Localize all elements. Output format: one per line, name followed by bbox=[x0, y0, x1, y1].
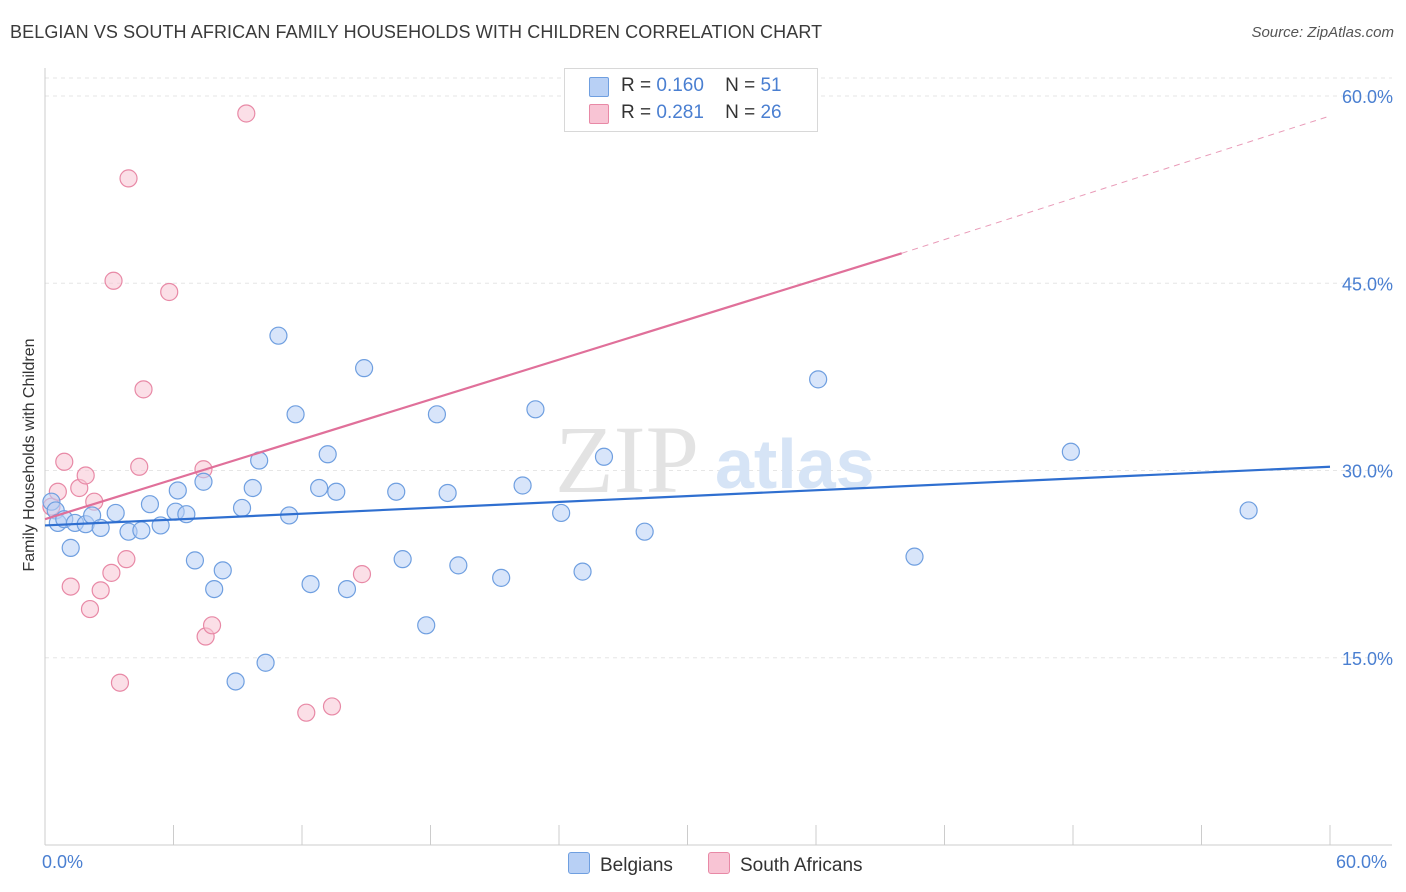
r-value: 0.281 bbox=[656, 102, 704, 123]
n-value: 26 bbox=[760, 102, 782, 123]
belgian-point bbox=[213, 561, 232, 580]
belgian-point bbox=[573, 562, 592, 581]
belgian-point bbox=[132, 521, 151, 540]
south-african-point bbox=[80, 599, 100, 619]
south-african-point bbox=[110, 673, 130, 692]
south-african-point bbox=[202, 616, 222, 635]
belgian-point bbox=[513, 476, 532, 495]
bottom-legend-south-africans: South Africans bbox=[708, 852, 863, 877]
y-axis-label: Family Households with Children bbox=[21, 339, 38, 572]
stats-legend: R = 0.160 N = 51 R = 0.281 N = 26 bbox=[564, 68, 818, 132]
belgian-point bbox=[449, 556, 468, 575]
axes bbox=[44, 68, 1392, 846]
bottom-swatch-south-africans bbox=[708, 852, 730, 874]
belgian-point bbox=[310, 478, 329, 498]
south-african-point bbox=[117, 550, 136, 569]
bottom-legend-label: South Africans bbox=[740, 855, 863, 876]
belgian-point bbox=[417, 616, 436, 635]
r-label: R = bbox=[621, 102, 652, 123]
belgian-point bbox=[256, 653, 275, 672]
belgian-point bbox=[168, 481, 187, 500]
belgian-point bbox=[526, 400, 545, 419]
belgian-point bbox=[318, 445, 337, 464]
south-african-point bbox=[322, 697, 342, 716]
chart-title: BELGIAN VS SOUTH AFRICAN FAMILY HOUSEHOL… bbox=[10, 22, 823, 42]
south-african-trend-extension bbox=[901, 115, 1331, 254]
belgian-point bbox=[243, 478, 262, 498]
grid-lines bbox=[45, 77, 1392, 659]
belgian-point bbox=[205, 579, 224, 599]
y-tick-labels: 15.0% 30.0% 45.0% 60.0% bbox=[1342, 87, 1393, 669]
x-tick-label-max: 60.0% bbox=[1336, 852, 1388, 872]
belgian-point bbox=[809, 370, 828, 389]
south-african-point bbox=[237, 104, 256, 123]
watermark-atlas: atlas bbox=[715, 425, 875, 503]
belgian-point bbox=[905, 547, 924, 566]
belgian-point bbox=[387, 482, 406, 501]
y-tick-label: 45.0% bbox=[1342, 274, 1393, 294]
n-value: 51 bbox=[760, 75, 782, 96]
bottom-legend-belgians: Belgians bbox=[568, 852, 673, 877]
belgian-trend-line bbox=[44, 465, 1331, 527]
y-tick-label: 15.0% bbox=[1342, 649, 1393, 669]
south-african-point bbox=[160, 282, 179, 302]
belgian-point bbox=[140, 495, 160, 514]
legend-swatch-south-africans bbox=[589, 104, 609, 124]
bottom-swatch-belgians bbox=[568, 852, 590, 874]
legend-text-south-africans: R = 0.281 N = 26 bbox=[621, 102, 782, 124]
belgian-point bbox=[1061, 442, 1080, 461]
belgian-point bbox=[106, 503, 125, 523]
belgian-point bbox=[427, 405, 447, 424]
r-value: 0.160 bbox=[656, 75, 704, 96]
y-tick-label: 60.0% bbox=[1342, 87, 1393, 107]
trend-lines bbox=[44, 115, 1331, 527]
belgian-point bbox=[226, 672, 245, 691]
south-african-point bbox=[119, 169, 138, 188]
belgian-point bbox=[286, 405, 305, 424]
belgian-point bbox=[355, 359, 374, 378]
belgian-point bbox=[185, 551, 205, 570]
legend-text-belgians: R = 0.160 N = 51 bbox=[621, 75, 782, 97]
south-african-point bbox=[55, 452, 74, 471]
belgian-point bbox=[337, 579, 357, 599]
belgian-point bbox=[438, 483, 457, 503]
south-african-point bbox=[91, 581, 110, 600]
belgian-point bbox=[232, 498, 252, 518]
belgian-point bbox=[327, 482, 346, 501]
south-african-point bbox=[352, 565, 372, 584]
belgian-point bbox=[635, 522, 654, 541]
watermark: ZIP atlas bbox=[555, 406, 875, 513]
chart-source: Source: ZipAtlas.com bbox=[1251, 24, 1394, 41]
belgian-point bbox=[552, 503, 571, 523]
n-label: N = bbox=[725, 75, 756, 96]
belgian-point bbox=[61, 538, 80, 557]
y-tick-label: 30.0% bbox=[1342, 462, 1393, 482]
south-african-trend-line bbox=[44, 252, 902, 521]
belgian-point bbox=[492, 568, 511, 587]
bottom-legend-label: Belgians bbox=[600, 855, 673, 876]
belgian-point bbox=[194, 472, 213, 491]
south-african-point bbox=[104, 271, 123, 290]
belgian-point bbox=[1239, 501, 1258, 520]
south-african-point bbox=[134, 380, 153, 399]
r-label: R = bbox=[621, 75, 652, 96]
belgian-point bbox=[301, 574, 320, 594]
belgian-point bbox=[393, 550, 412, 569]
belgian-point bbox=[269, 326, 288, 345]
n-label: N = bbox=[725, 102, 756, 123]
south-african-point bbox=[130, 457, 149, 476]
legend-swatch-belgians bbox=[589, 77, 609, 97]
south-african-point bbox=[61, 577, 80, 596]
watermark-zip: ZIP bbox=[555, 406, 699, 513]
south-african-point bbox=[76, 466, 95, 485]
x-tick-label-min: 0.0% bbox=[42, 852, 84, 872]
south-african-point bbox=[297, 703, 316, 722]
belgian-point bbox=[594, 447, 614, 466]
south-african-point bbox=[102, 563, 121, 582]
